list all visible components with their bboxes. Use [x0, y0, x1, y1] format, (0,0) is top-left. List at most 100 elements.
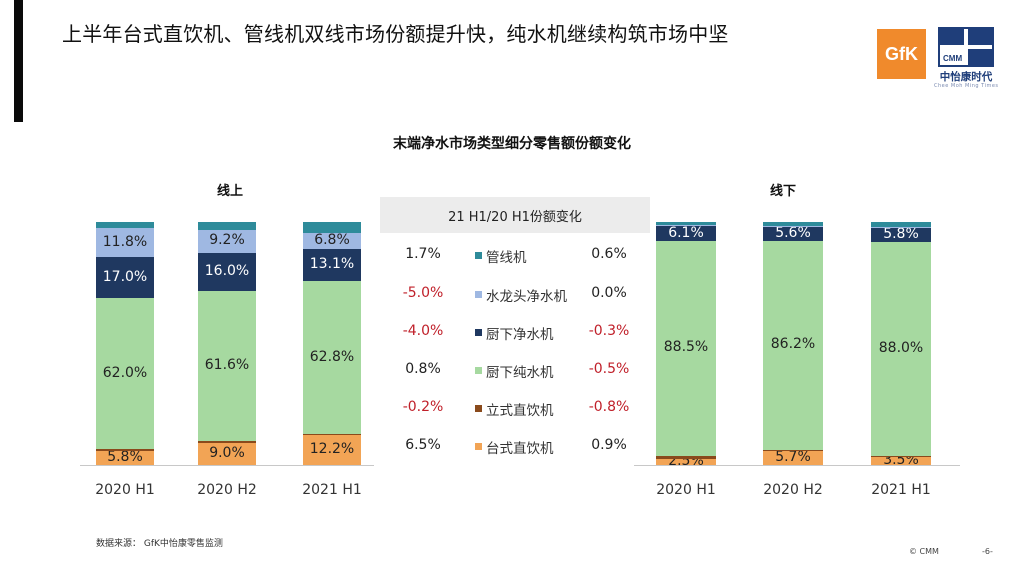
bar-segment-undersink-filter	[303, 249, 361, 282]
bar-data-label: 6.8%	[314, 232, 350, 249]
bar-segment-standing	[763, 450, 823, 452]
x-axis-label: 2020 H2	[197, 482, 257, 498]
bar-data-label: 62.8%	[309, 348, 355, 365]
bar-segment-undersink-ro	[763, 240, 823, 451]
bar-data-label: 61.6%	[204, 357, 250, 374]
x-axis-label: 2020 H1	[95, 482, 155, 498]
cmm-logo-text: CMM	[943, 54, 963, 63]
bar-data-label: 6.1%	[668, 224, 704, 241]
offline-change-value: -0.8%	[588, 399, 630, 415]
x-axis-label: 2020 H2	[763, 482, 823, 498]
legend-label: 立式直饮机	[486, 403, 554, 419]
legend-label: 管线机	[486, 250, 527, 266]
bar-segment-pipeline	[656, 222, 716, 225]
legend-swatch	[475, 291, 482, 298]
bar-segment-undersink-ro	[96, 298, 154, 449]
bar-data-label: 9.0%	[209, 445, 245, 462]
page-title: 上半年台式直饮机、管线机双线市场份额提升快，纯水机继续构筑市场中坚	[62, 22, 729, 46]
bar-data-label: 86.2%	[770, 336, 816, 353]
online-panel-title: 线上	[216, 184, 243, 199]
x-axis-label: 2021 H1	[302, 482, 362, 498]
bar-segment-standing	[198, 441, 256, 444]
x-axis-line	[634, 465, 960, 466]
change-table-header: 21 H1/20 H1份额变化	[380, 197, 650, 233]
online-change-value: -4.0%	[402, 323, 444, 339]
bar-data-label: 5.8%	[107, 448, 143, 465]
bar-segment-faucet	[303, 232, 361, 250]
bar-segment-desktop	[198, 443, 256, 465]
table-row: -4.0% 厨下净水机 -0.3%	[380, 321, 650, 345]
legend-swatch	[475, 405, 482, 412]
cmm-logo-name: 中怡康时代	[939, 71, 993, 83]
bar-segment-desktop	[763, 451, 823, 465]
table-row: 6.5% 台式直饮机 0.9%	[380, 435, 650, 459]
bar-segment-pipeline	[303, 222, 361, 233]
legend-label: 台式直饮机	[486, 441, 554, 457]
bar-segment-standing	[656, 456, 716, 459]
bar-data-label: 11.8%	[102, 233, 148, 250]
table-row: 0.8% 厨下纯水机 -0.5%	[380, 359, 650, 383]
offline-change-value: 0.6%	[591, 246, 627, 262]
online-change-value: 0.8%	[405, 361, 441, 377]
bar-segment-faucet	[656, 224, 716, 227]
x-axis-label: 2021 H1	[871, 482, 931, 498]
bar-segment-undersink-filter	[96, 256, 154, 299]
data-source: 数据来源： GfK中怡康零售监测	[96, 539, 223, 549]
offline-change-value: 0.0%	[591, 285, 627, 301]
legend-label: 厨下净水机	[486, 327, 554, 343]
bar-data-label: 88.5%	[663, 339, 709, 356]
legend-label: 厨下纯水机	[486, 365, 554, 381]
bar-segment-standing	[303, 433, 361, 436]
bar-data-label: 12.2%	[309, 441, 355, 458]
bar-segment-standing	[96, 448, 154, 451]
table-row: 1.7% 管线机 0.6%	[380, 244, 650, 268]
cmm-logo-subtitle: Chee Moh Ming Times	[934, 83, 999, 89]
bar-segment-desktop	[871, 456, 931, 465]
bar-segment-pipeline	[198, 222, 256, 231]
x-axis-line	[80, 465, 374, 466]
bar-segment-undersink-filter	[871, 227, 931, 242]
bar-segment-undersink-ro	[198, 291, 256, 442]
online-change-value: -0.2%	[402, 399, 444, 415]
page-number: -6-	[982, 547, 993, 556]
legend-swatch	[475, 252, 482, 259]
gfk-logo: GfK	[877, 29, 926, 79]
legend-swatch	[475, 367, 482, 374]
legend-swatch	[475, 443, 482, 450]
bar-segment-undersink-filter	[198, 252, 256, 292]
bar-segment-undersink-filter	[763, 227, 823, 241]
bar-segment-faucet	[198, 230, 256, 253]
bar-segment-faucet	[871, 226, 931, 228]
bar-data-label: 16.0%	[204, 263, 250, 280]
offline-change-value: 0.9%	[591, 437, 627, 453]
bar-segment-faucet	[96, 228, 154, 257]
chart-title: 末端净水市场类型细分零售额份额变化	[393, 136, 631, 152]
bar-data-label: 17.0%	[102, 268, 148, 285]
bar-segment-desktop	[656, 458, 716, 465]
offline-change-value: -0.3%	[588, 323, 630, 339]
cmm-logo-mark: CMM	[938, 27, 994, 67]
bar-segment-standing	[871, 455, 931, 457]
bar-segment-faucet	[763, 225, 823, 228]
bar-data-label: 5.6%	[775, 224, 811, 241]
offline-change-value: -0.5%	[588, 361, 630, 377]
bar-data-label: 9.2%	[209, 232, 245, 249]
offline-stacked-bar-chart: 2.5% 88.5% 6.1% 2020 H1 5.7% 86.2% 5.6% 2020 H2…	[634, 222, 960, 502]
bar-data-label: 62.0%	[102, 364, 148, 381]
bar-segment-pipeline	[763, 222, 823, 226]
accent-bar	[14, 0, 23, 122]
bar-segment-undersink-ro	[656, 240, 716, 456]
bar-segment-pipeline	[96, 222, 154, 229]
bar-data-label: 5.8%	[883, 225, 919, 242]
table-row: -5.0% 水龙头净水机 0.0%	[380, 283, 650, 307]
bar-segment-pipeline	[871, 222, 931, 227]
table-row: -0.2% 立式直饮机 -0.8%	[380, 397, 650, 421]
copyright: © CMM	[909, 547, 939, 556]
legend-swatch	[475, 329, 482, 336]
online-stacked-bar-chart: 5.8% 62.0% 17.0% 11.8% 2020 H1 9.0% 61.6% 16.0%…	[80, 222, 374, 502]
bar-segment-undersink-filter	[656, 226, 716, 241]
online-change-value: 1.7%	[405, 246, 441, 262]
bar-segment-desktop	[303, 435, 361, 465]
bar-segment-undersink-ro	[871, 241, 931, 456]
bar-data-label: 5.7%	[775, 449, 811, 466]
